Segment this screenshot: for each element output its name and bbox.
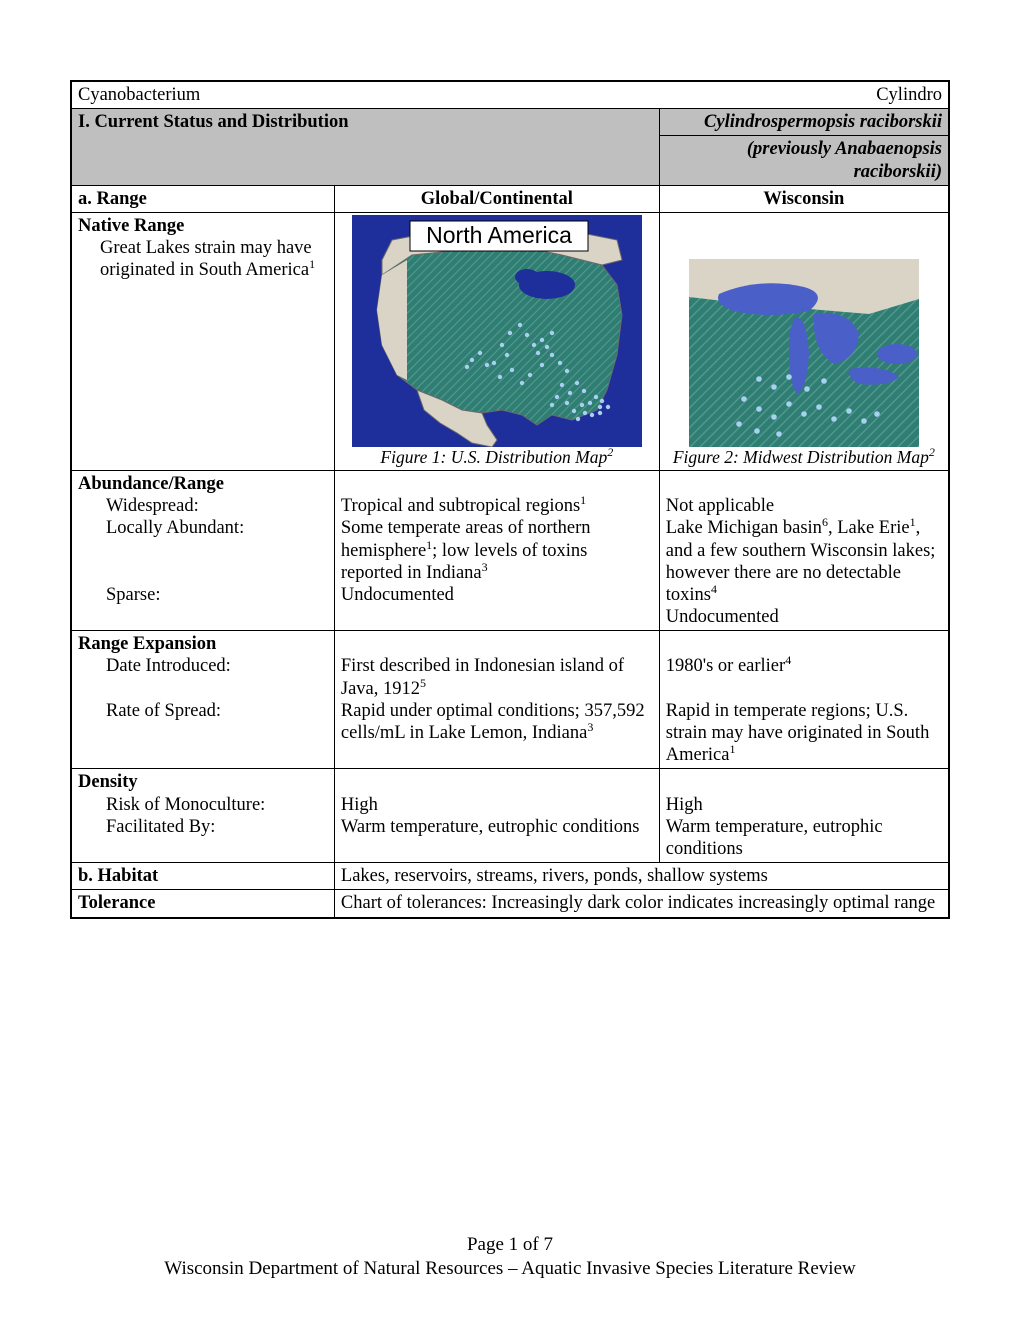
abundance-g0: Tropical and subtropical regions1 [341, 496, 586, 516]
midwest-distribution-map [689, 259, 919, 447]
density-keys: Density Risk of Monoculture: Facilitated… [71, 769, 334, 863]
fig1-caption: Figure 1: U.S. Distribution Map2 [341, 447, 653, 468]
native-range-cell: Native Range Great Lakes strain may have… [71, 212, 334, 470]
expansion-wisconsin: 1980's or earlier4 Rapid in temperate re… [659, 631, 949, 769]
expansion-w0: 1980's or earlier4 [666, 656, 791, 676]
native-range-label: Native Range [78, 216, 184, 236]
density-wisconsin: High Warm temperature, eutrophic conditi… [659, 769, 949, 863]
map-global-cell: North America Figure 1: U.S. Distributio… [334, 212, 659, 470]
map-wisconsin-cell: Figure 2: Midwest Distribution Map2 [659, 212, 949, 470]
abundance-w1: Lake Michigan basin6, Lake Erie1, and a … [666, 518, 936, 605]
tolerance-row: Tolerance Chart of tolerances: Increasin… [71, 890, 949, 918]
density-g0: High [341, 795, 378, 815]
density-row: Density Risk of Monoculture: Facilitated… [71, 769, 949, 863]
expansion-keys: Range Expansion Date Introduced: Rate of… [71, 631, 334, 769]
species-previous: (previously Anabaenopsis raciborskii) [659, 136, 949, 185]
footer-org: Wisconsin Department of Natural Resource… [0, 1257, 1020, 1282]
expansion-row: Range Expansion Date Introduced: Rate of… [71, 631, 949, 769]
us-distribution-map: North America [352, 215, 642, 447]
abundance-w0: Not applicable [666, 496, 774, 516]
density-k0: Risk of Monoculture: [78, 795, 265, 815]
range-header-row: a. Range Global/Continental Wisconsin [71, 185, 949, 212]
species-name: Cylindrospermopsis raciborskii [659, 109, 949, 136]
range-label: a. Range [71, 185, 334, 212]
habitat-row: b. Habitat Lakes, reservoirs, streams, r… [71, 863, 949, 890]
density-w1: Warm temperature, eutrophic conditions [666, 817, 883, 859]
abundance-k0: Widespread: [78, 496, 199, 516]
abundance-g2: Undocumented [341, 585, 454, 605]
doc-header-row: Cyanobacterium Cylindro [71, 81, 949, 109]
habitat-text: Lakes, reservoirs, streams, rivers, pond… [334, 863, 949, 890]
species-table: Cyanobacterium Cylindro I. Current Statu… [70, 80, 950, 919]
expansion-k1: Rate of Spread: [78, 701, 221, 721]
fig2-caption: Figure 2: Midwest Distribution Map2 [666, 447, 942, 468]
density-global: High Warm temperature, eutrophic conditi… [334, 769, 659, 863]
abundance-global: Tropical and subtropical regions1 Some t… [334, 470, 659, 630]
density-g1: Warm temperature, eutrophic conditions [341, 817, 640, 837]
abundance-wisconsin: Not applicable Lake Michigan basin6, Lak… [659, 470, 949, 630]
native-range-row: Native Range Great Lakes strain may have… [71, 212, 949, 470]
expansion-g0: First described in Indonesian island of … [341, 656, 624, 698]
col-global: Global/Continental [334, 185, 659, 212]
expansion-k0: Date Introduced: [78, 656, 231, 676]
page-footer: Page 1 of 7 Wisconsin Department of Natu… [0, 1233, 1020, 1282]
col-wisconsin: Wisconsin [659, 185, 949, 212]
svg-text:North America: North America [426, 222, 572, 248]
abundance-g1: Some temperate areas of northern hemisph… [341, 518, 591, 582]
density-k1: Facilitated By: [78, 817, 215, 837]
footer-page: Page 1 of 7 [0, 1233, 1020, 1258]
tolerance-label: Tolerance [71, 890, 334, 918]
header-left: Cyanobacterium [71, 81, 659, 109]
density-label: Density [78, 772, 138, 792]
section-header-row: I. Current Status and Distribution Cylin… [71, 109, 949, 136]
density-w0: High [666, 795, 703, 815]
expansion-g1: Rapid under optimal conditions; 357,592 … [341, 701, 645, 743]
abundance-label: Abundance/Range [78, 474, 224, 494]
expansion-w1: Rapid in temperate regions; U.S. strain … [666, 701, 930, 765]
header-right: Cylindro [659, 81, 949, 109]
tolerance-text: Chart of tolerances: Increasingly dark c… [334, 890, 949, 918]
native-range-text: Great Lakes strain may have originated i… [78, 237, 328, 281]
expansion-global: First described in Indonesian island of … [334, 631, 659, 769]
section-title: I. Current Status and Distribution [71, 109, 659, 186]
abundance-k2: Sparse: [78, 585, 160, 605]
expansion-label: Range Expansion [78, 634, 216, 654]
abundance-w2: Undocumented [666, 607, 779, 627]
abundance-keys: Abundance/Range Widespread: Locally Abun… [71, 470, 334, 630]
abundance-k1: Locally Abundant: [78, 518, 244, 538]
abundance-row: Abundance/Range Widespread: Locally Abun… [71, 470, 949, 630]
habitat-label: b. Habitat [71, 863, 334, 890]
